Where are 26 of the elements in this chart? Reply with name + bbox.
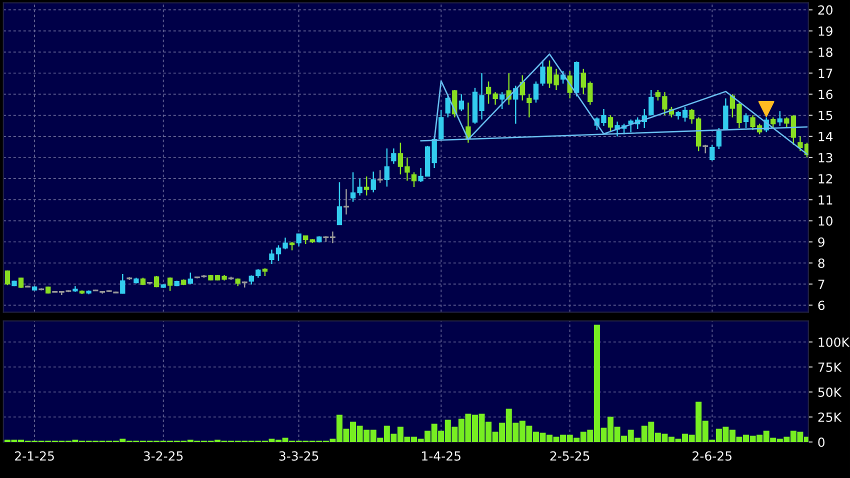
x-tick-label: 1-4-25 <box>422 451 460 461</box>
y-tick-label: 16 <box>818 90 832 100</box>
y-tick-label: 25K <box>818 412 842 422</box>
y-tick-label: 20 <box>818 5 832 15</box>
y-tick-label: 7 <box>818 280 824 289</box>
y-tick-label: 13 <box>818 152 832 162</box>
x-tick-label: 3-2-25 <box>144 451 183 461</box>
y-tick-label: 0 <box>818 437 824 447</box>
y-tick-label: 9 <box>818 237 824 247</box>
y-tick-label: 50K <box>818 387 842 397</box>
y-tick-label: 6 <box>818 300 825 310</box>
y-tick-label: 8 <box>818 258 824 268</box>
y-tick-label: 14 <box>818 132 833 142</box>
y-tick-label: 100K <box>818 337 850 347</box>
y-tick-label: 12 <box>818 174 832 184</box>
y-tick-label: 10 <box>818 216 832 226</box>
x-tick-label: 3-3-25 <box>279 451 318 461</box>
x-tick-label: 2-5-25 <box>550 451 590 461</box>
x-tick-label: 2-6-25 <box>692 451 732 461</box>
y-tick-label: 17 <box>818 68 832 78</box>
y-tick-label: 18 <box>818 47 832 57</box>
y-tick-label: 75K <box>818 362 842 372</box>
y-tick-label: 11 <box>818 195 832 204</box>
x-tick-label: 2-1-25 <box>15 451 54 461</box>
y-tick-label: 15 <box>818 110 832 120</box>
y-tick-label: 19 <box>818 26 832 36</box>
